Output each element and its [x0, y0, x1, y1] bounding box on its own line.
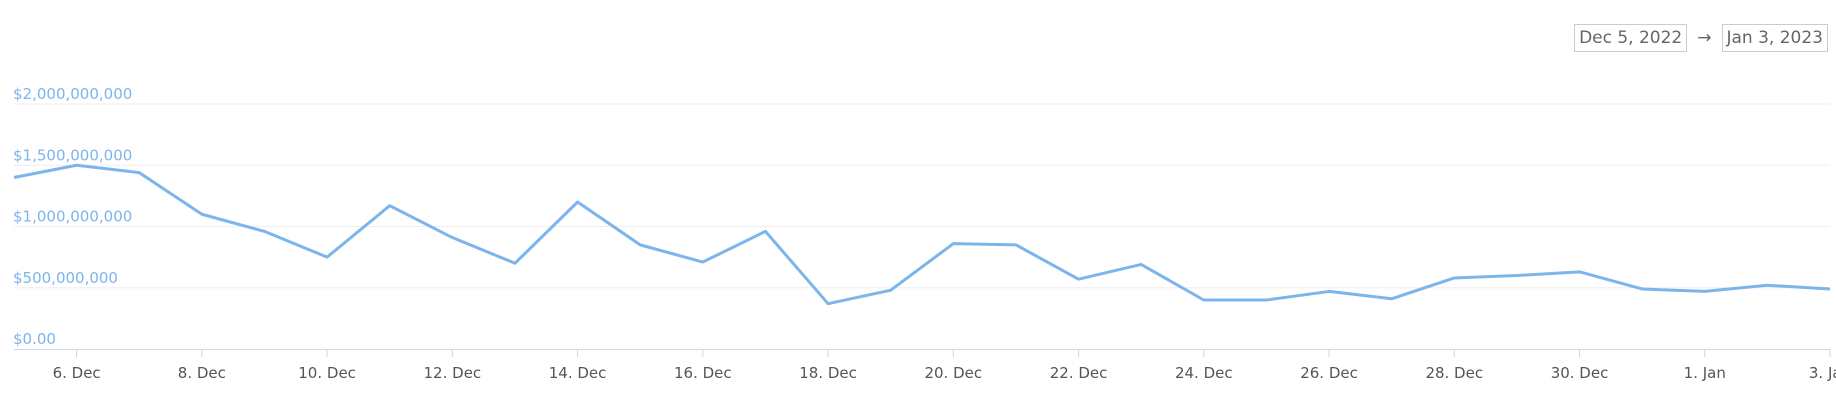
start-date[interactable]: Dec 5, 2022 [1574, 24, 1688, 52]
x-tick-label: 1. Jan [1684, 364, 1726, 382]
y-tick-label: $0.00 [13, 330, 56, 348]
y-tick-label: $2,000,000,000 [13, 85, 132, 103]
y-tick-label: $1,000,000,000 [13, 208, 132, 226]
x-tick-label: 14. Dec [549, 364, 607, 382]
x-tick-label: 16. Dec [674, 364, 732, 382]
arrow: → [1697, 28, 1712, 48]
x-tick-label: 24. Dec [1175, 364, 1233, 382]
x-tick-label: 30. Dec [1551, 364, 1609, 382]
x-tick-label: 22. Dec [1050, 364, 1108, 382]
x-tick-label: 12. Dec [424, 364, 482, 382]
x-tick-label: 3. Jan [1809, 364, 1836, 382]
x-tick-label: 28. Dec [1425, 364, 1483, 382]
x-tick-label: 6. Dec [53, 364, 101, 382]
y-tick-label: $1,500,000,000 [13, 146, 132, 164]
x-tick-label: 8. Dec [178, 364, 226, 382]
date-range: Dec 5, 2022 → Jan 3, 2023 [1574, 24, 1828, 52]
end-date[interactable]: Jan 3, 2023 [1721, 24, 1828, 52]
data-line [13, 163, 1831, 306]
x-tick-label: 18. Dec [799, 364, 857, 382]
x-tick-label: 20. Dec [924, 364, 982, 382]
y-tick-label: $500,000,000 [13, 269, 118, 287]
x-tick-label: 26. Dec [1300, 364, 1358, 382]
x-tick-label: 10. Dec [298, 364, 356, 382]
